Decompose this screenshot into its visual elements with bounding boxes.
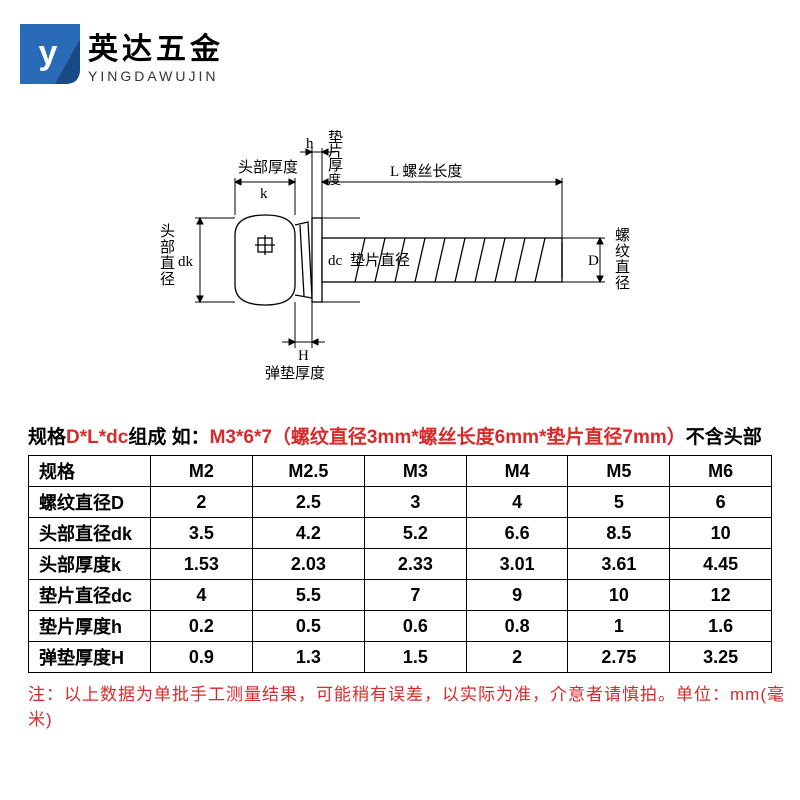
table-row-header: 螺纹直径D	[29, 487, 151, 518]
table-row-header: 垫片厚度h	[29, 611, 151, 642]
svg-text:弹垫厚度: 弹垫厚度	[265, 365, 325, 382]
svg-text:径: 径	[160, 271, 175, 288]
svg-text:径: 径	[615, 275, 630, 292]
label-dc: dc	[328, 253, 343, 269]
table-cell: 6	[670, 487, 772, 518]
table-cell: 0.2	[151, 611, 253, 642]
table-corner: 规格	[29, 456, 151, 487]
table-cell: 1	[568, 611, 670, 642]
table-cell: 4	[151, 580, 253, 611]
table-cell: 7	[365, 580, 467, 611]
table-col-header: M6	[670, 456, 772, 487]
table-cell: 5.5	[252, 580, 364, 611]
spec-format-line: 规格D*L*dc组成 如：M3*6*7（螺纹直径3mm*螺丝长度6mm*垫片直径…	[28, 422, 762, 449]
table-cell: 0.9	[151, 642, 253, 673]
spec-table: 规格M2M2.5M3M4M5M6螺纹直径D22.53456头部直径dk3.54.…	[28, 455, 772, 673]
table-cell: 1.5	[365, 642, 467, 673]
table-cell: 0.6	[365, 611, 467, 642]
label-H: H	[298, 348, 309, 364]
svg-text:度: 度	[328, 172, 341, 187]
svg-text:头: 头	[160, 223, 175, 240]
brand-name-cn: 英达五金	[88, 24, 224, 68]
table-col-header: M2	[151, 456, 253, 487]
table-cell: 9	[466, 580, 568, 611]
table-col-header: M2.5	[252, 456, 364, 487]
label-h: h	[306, 136, 314, 152]
label-D: D	[588, 253, 599, 269]
screw-diagram: 头部厚度 k h 垫片厚度 L 螺丝长度 头部直径 dk dc 垫片直径 D 螺…	[160, 130, 660, 390]
table-cell: 1.3	[252, 642, 364, 673]
table-cell: 2	[151, 487, 253, 518]
svg-text:螺: 螺	[615, 227, 630, 244]
table-cell: 3.25	[670, 642, 772, 673]
footnote: 注：以上数据为单批手工测量结果，可能稍有误差，以实际为准，介意者请慎拍。单位：m…	[28, 680, 800, 730]
table-cell: 5	[568, 487, 670, 518]
table-cell: 2.33	[365, 549, 467, 580]
table-row-header: 头部直径dk	[29, 518, 151, 549]
label-head-thickness: 头部厚度	[238, 159, 298, 176]
brand-name-en: YINGDAWUJIN	[88, 68, 224, 84]
table-cell: 3.01	[466, 549, 568, 580]
table-col-header: M5	[568, 456, 670, 487]
table-cell: 3.61	[568, 549, 670, 580]
table-cell: 1.6	[670, 611, 772, 642]
table-cell: 3.5	[151, 518, 253, 549]
label-dk: dk	[178, 254, 194, 270]
table-cell: 0.8	[466, 611, 568, 642]
table-cell: 10	[568, 580, 670, 611]
svg-text:纹: 纹	[615, 243, 630, 260]
table-cell: 6.6	[466, 518, 568, 549]
table-row-header: 弹垫厚度H	[29, 642, 151, 673]
table-cell: 2	[466, 642, 568, 673]
svg-text:部: 部	[160, 239, 175, 256]
svg-text:直: 直	[615, 259, 630, 276]
table-cell: 4.2	[252, 518, 364, 549]
table-cell: 12	[670, 580, 772, 611]
table-cell: 2.5	[252, 487, 364, 518]
svg-text:直: 直	[160, 255, 175, 272]
brand-logo: y 英达五金 YINGDAWUJIN	[20, 24, 224, 84]
table-row-header: 垫片直径dc	[29, 580, 151, 611]
table-col-header: M3	[365, 456, 467, 487]
table-cell: 8.5	[568, 518, 670, 549]
label-k: k	[260, 186, 268, 202]
table-cell: 2.03	[252, 549, 364, 580]
table-row-header: 头部厚度k	[29, 549, 151, 580]
svg-text:y: y	[39, 34, 58, 72]
table-col-header: M4	[466, 456, 568, 487]
label-L: L 螺丝长度	[390, 163, 462, 180]
table-cell: 4.45	[670, 549, 772, 580]
table-cell: 1.53	[151, 549, 253, 580]
table-cell: 10	[670, 518, 772, 549]
table-cell: 0.5	[252, 611, 364, 642]
table-cell: 5.2	[365, 518, 467, 549]
logo-icon: y	[20, 24, 80, 84]
table-cell: 3	[365, 487, 467, 518]
table-cell: 2.75	[568, 642, 670, 673]
svg-text:垫片直径: 垫片直径	[350, 252, 410, 269]
table-cell: 4	[466, 487, 568, 518]
